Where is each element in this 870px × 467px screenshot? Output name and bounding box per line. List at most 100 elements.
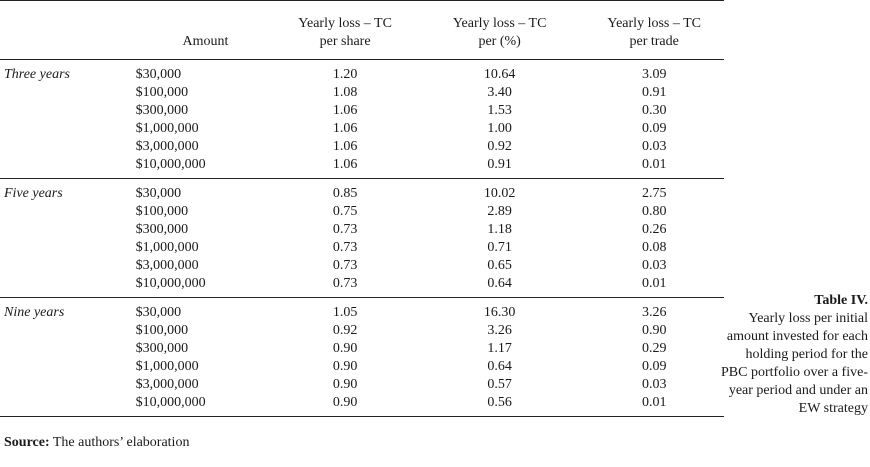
cell-group-label xyxy=(0,394,136,417)
cell-amount: $100,000 xyxy=(135,85,189,100)
table-row: $3,000,000 0.90 0.57 0.03 xyxy=(0,376,724,394)
source-text: The authors’ elaboration xyxy=(49,435,190,450)
cell-group-label xyxy=(0,102,136,120)
cell-amount: $300,000 xyxy=(135,222,189,237)
cell-per-trade: 0.29 xyxy=(641,341,667,356)
cell-per-share: 1.06 xyxy=(332,157,358,172)
header-group xyxy=(0,1,136,60)
cell-per-share: 0.90 xyxy=(332,395,358,410)
cell-per-pct: 10.64 xyxy=(483,67,516,82)
table-row: $300,000 0.73 1.18 0.26 xyxy=(0,221,724,239)
cell-amount: $30,000 xyxy=(135,67,182,82)
cell-amount: $10,000,000 xyxy=(135,157,206,172)
cell-per-trade: 3.09 xyxy=(641,67,667,82)
cell-group-label xyxy=(0,340,136,358)
source-note: Source: The authors’ elaboration xyxy=(4,435,189,451)
cell-amount: $300,000 xyxy=(135,341,189,356)
cell-per-trade: 0.90 xyxy=(641,323,667,338)
cell-amount: $1,000,000 xyxy=(135,121,199,136)
cell-amount: $100,000 xyxy=(135,204,189,219)
results-table-container: Amount Yearly loss – TC per share Yearly… xyxy=(0,0,724,451)
cell-per-pct: 1.17 xyxy=(487,341,512,356)
cell-per-pct: 3.40 xyxy=(487,85,512,100)
caption-text: Yearly loss per initial amount invested … xyxy=(721,311,868,416)
table-row: $10,000,000 1.06 0.91 0.01 xyxy=(0,156,724,179)
cell-per-trade: 0.01 xyxy=(641,395,667,410)
cell-amount: $10,000,000 xyxy=(135,395,206,410)
table-row: $3,000,000 0.73 0.65 0.03 xyxy=(0,257,724,275)
cell-group-label xyxy=(0,84,136,102)
cell-amount: $30,000 xyxy=(135,186,182,201)
table-row: Nine years $30,000 1.05 16.30 3.26 xyxy=(0,298,724,323)
cell-amount: $3,000,000 xyxy=(135,139,199,154)
table-row: $10,000,000 0.73 0.64 0.01 xyxy=(0,275,724,298)
cell-group-label: Five years xyxy=(4,186,63,201)
cell-group-label xyxy=(0,156,136,179)
cell-per-share: 1.20 xyxy=(332,67,358,82)
cell-per-pct: 0.64 xyxy=(487,359,512,374)
header-row: Amount Yearly loss – TC per share Yearly… xyxy=(0,0,724,60)
header-per-pct-line1: Yearly loss – TC xyxy=(452,16,547,31)
cell-per-pct: 10.02 xyxy=(483,186,516,201)
table-row: $3,000,000 1.06 0.92 0.03 xyxy=(0,138,724,156)
cell-amount: $3,000,000 xyxy=(135,377,199,392)
table-row: $1,000,000 0.90 0.64 0.09 xyxy=(0,358,724,376)
cell-per-share: 0.90 xyxy=(332,359,358,374)
cell-group-label xyxy=(0,322,136,340)
cell-per-share: 0.90 xyxy=(332,341,358,356)
source-label: Source: xyxy=(4,435,50,450)
table-row: $10,000,000 0.90 0.56 0.01 xyxy=(0,394,724,417)
cell-amount: $30,000 xyxy=(135,305,182,320)
cell-per-share: 0.85 xyxy=(332,186,358,201)
table-group: Three years $30,000 1.20 10.64 3.09 $100,000 1… xyxy=(0,60,724,179)
cell-per-pct: 1.00 xyxy=(487,121,512,136)
cell-amount: $10,000,000 xyxy=(135,276,206,291)
cell-amount: $1,000,000 xyxy=(135,240,199,255)
cell-per-share: 1.08 xyxy=(332,85,358,100)
cell-per-trade: 0.91 xyxy=(641,85,667,100)
cell-group-label xyxy=(0,221,136,239)
cell-per-share: 0.73 xyxy=(332,240,358,255)
table-row: $100,000 1.08 3.40 0.91 xyxy=(0,84,724,102)
cell-per-trade: 2.75 xyxy=(641,186,667,201)
cell-per-pct: 0.71 xyxy=(487,240,512,255)
cell-per-trade: 0.09 xyxy=(641,121,667,136)
cell-per-pct: 0.92 xyxy=(487,139,512,154)
cell-per-share: 1.06 xyxy=(332,121,358,136)
cell-per-trade: 3.26 xyxy=(641,305,667,320)
table-row: $300,000 1.06 1.53 0.30 xyxy=(0,102,724,120)
cell-per-trade: 0.30 xyxy=(641,103,667,118)
cell-per-share: 1.06 xyxy=(332,139,358,154)
cell-per-trade: 0.80 xyxy=(641,204,667,219)
cell-group-label xyxy=(0,358,136,376)
cell-per-share: 0.73 xyxy=(332,222,358,237)
cell-group-label xyxy=(0,120,136,138)
header-per-share-line1: Yearly loss – TC xyxy=(298,16,392,31)
cell-amount: $300,000 xyxy=(135,103,189,118)
table-row: $100,000 0.75 2.89 0.80 xyxy=(0,203,724,221)
table-caption: Table IV. Yearly loss per initial amount… xyxy=(718,292,868,418)
cell-group-label xyxy=(0,275,136,298)
cell-amount: $1,000,000 xyxy=(135,359,199,374)
cell-per-pct: 0.57 xyxy=(487,377,512,392)
cell-group-label: Three years xyxy=(4,67,70,82)
cell-per-pct: 2.89 xyxy=(487,204,512,219)
table-row: $1,000,000 0.73 0.71 0.08 xyxy=(0,239,724,257)
cell-per-pct: 0.91 xyxy=(487,157,512,172)
cell-per-pct: 0.65 xyxy=(487,258,512,273)
header-amount: Amount xyxy=(182,34,229,49)
cell-group-label xyxy=(0,376,136,394)
table-group: Five years $30,000 0.85 10.02 2.75 $100,000 0.… xyxy=(0,179,724,298)
table-row: Five years $30,000 0.85 10.02 2.75 xyxy=(0,179,724,204)
table-row: $1,000,000 1.06 1.00 0.09 xyxy=(0,120,724,138)
cell-per-trade: 0.03 xyxy=(641,377,667,392)
table-header: Amount Yearly loss – TC per share Yearly… xyxy=(0,0,724,60)
cell-per-pct: 3.26 xyxy=(487,323,512,338)
cell-per-trade: 0.03 xyxy=(641,258,667,273)
cell-group-label xyxy=(0,203,136,221)
table-row: $300,000 0.90 1.17 0.29 xyxy=(0,340,724,358)
header-per-pct-line2: per (%) xyxy=(478,34,521,49)
results-table: Amount Yearly loss – TC per share Yearly… xyxy=(0,0,724,417)
cell-group-label xyxy=(0,138,136,156)
cell-per-share: 0.92 xyxy=(332,323,358,338)
